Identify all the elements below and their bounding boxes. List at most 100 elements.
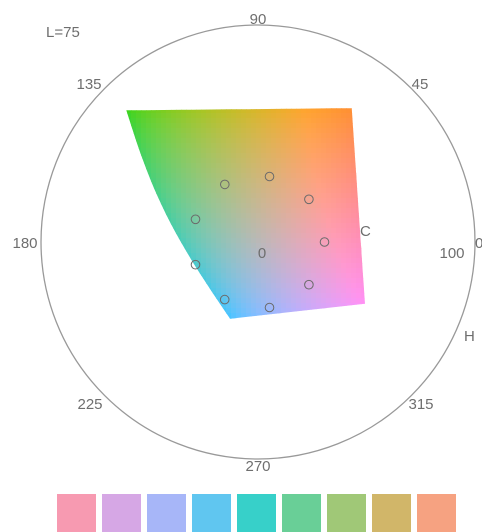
color-plane-cell bbox=[196, 233, 202, 239]
color-plane-cell bbox=[331, 203, 337, 209]
color-plane-cell bbox=[126, 308, 132, 314]
color-plane-cell bbox=[321, 263, 327, 269]
color-plane-cell bbox=[306, 213, 312, 219]
color-plane-cell bbox=[336, 188, 342, 194]
color-plane-cell bbox=[286, 243, 292, 249]
color-plane-cell bbox=[346, 188, 352, 194]
color-plane-cell bbox=[126, 248, 132, 254]
color-plane-cell bbox=[266, 278, 272, 284]
color-plane-cell bbox=[301, 243, 307, 249]
color-plane-cell bbox=[171, 308, 177, 314]
color-plane-cell bbox=[226, 208, 232, 214]
color-plane-cell bbox=[201, 113, 207, 119]
color-plane-cell bbox=[266, 163, 272, 169]
color-plane-cell bbox=[191, 183, 197, 189]
color-plane-cell bbox=[361, 208, 365, 214]
color-plane-cell bbox=[301, 268, 307, 274]
color-plane-cell bbox=[146, 163, 152, 169]
color-plane-cell bbox=[276, 123, 282, 129]
color-plane-cell bbox=[241, 303, 247, 309]
color-plane-cell bbox=[221, 278, 227, 284]
color-plane-cell bbox=[136, 193, 142, 199]
color-plane-cell bbox=[286, 138, 292, 144]
color-plane-cell bbox=[311, 143, 317, 149]
color-plane-cell bbox=[316, 198, 322, 204]
color-plane-cell bbox=[186, 218, 192, 224]
color-plane-cell bbox=[281, 143, 287, 149]
color-plane-cell bbox=[341, 178, 347, 184]
color-plane-cell bbox=[346, 203, 352, 209]
color-plane-cell bbox=[261, 163, 267, 169]
color-plane-cell bbox=[296, 198, 302, 204]
color-plane-cell bbox=[156, 133, 162, 139]
color-plane-cell bbox=[231, 288, 237, 294]
color-plane-cell bbox=[291, 308, 297, 314]
color-plane-cell bbox=[216, 293, 222, 299]
color-plane-cell bbox=[161, 128, 167, 134]
color-plane-cell bbox=[126, 253, 132, 259]
color-plane-cell bbox=[351, 263, 357, 269]
color-plane-cell bbox=[226, 243, 232, 249]
color-plane-cell bbox=[356, 303, 362, 309]
color-plane-cell bbox=[341, 253, 347, 259]
color-plane-cell bbox=[191, 313, 197, 319]
color-plane-cell bbox=[306, 223, 312, 229]
color-plane-cell bbox=[351, 183, 357, 189]
color-plane-cell bbox=[281, 253, 287, 259]
color-plane-cell bbox=[306, 313, 312, 319]
color-plane-cell bbox=[341, 288, 347, 294]
color-plane-cell bbox=[256, 238, 262, 244]
color-plane-cell bbox=[236, 283, 242, 289]
color-plane-cell bbox=[136, 268, 142, 274]
color-plane-cell bbox=[321, 158, 327, 164]
color-plane-cell bbox=[241, 178, 247, 184]
color-plane-cell bbox=[166, 108, 172, 114]
color-plane-cell bbox=[161, 298, 167, 304]
color-plane-cell bbox=[141, 148, 147, 154]
color-plane-cell bbox=[141, 303, 147, 309]
color-plane-cell bbox=[331, 253, 337, 259]
color-plane-cell bbox=[321, 303, 327, 309]
color-plane-cell bbox=[171, 158, 177, 164]
color-plane-cell bbox=[186, 188, 192, 194]
color-plane-cell bbox=[276, 133, 282, 139]
color-plane-cell bbox=[296, 233, 302, 239]
color-plane-cell bbox=[246, 213, 252, 219]
color-plane-cell bbox=[291, 238, 297, 244]
color-plane-cell bbox=[211, 188, 217, 194]
color-plane-cell bbox=[191, 158, 197, 164]
color-plane-cell bbox=[166, 278, 172, 284]
color-plane-cell bbox=[326, 188, 332, 194]
color-plane-cell bbox=[326, 158, 332, 164]
color-plane-cell bbox=[156, 308, 162, 314]
color-plane-cell bbox=[156, 203, 162, 209]
color-plane-cell bbox=[296, 123, 302, 129]
color-plane-cell bbox=[271, 203, 277, 209]
color-plane-cell bbox=[126, 198, 132, 204]
color-plane-cell bbox=[321, 143, 327, 149]
color-plane-cell bbox=[316, 118, 322, 124]
color-plane-cell bbox=[351, 288, 357, 294]
color-plane-cell bbox=[291, 133, 297, 139]
color-plane-cell bbox=[186, 208, 192, 214]
color-plane-cell bbox=[191, 308, 197, 314]
color-plane-cell bbox=[301, 123, 307, 129]
color-plane-cell bbox=[321, 178, 327, 184]
color-plane-cell bbox=[236, 218, 242, 224]
color-plane-cell bbox=[161, 293, 167, 299]
color-plane-cell bbox=[131, 253, 137, 259]
color-plane-cell bbox=[321, 208, 327, 214]
color-plane-cell bbox=[296, 228, 302, 234]
color-plane-cell bbox=[306, 263, 312, 269]
color-plane-cell bbox=[336, 298, 342, 304]
color-plane-cell bbox=[136, 278, 142, 284]
color-plane-cell bbox=[346, 208, 352, 214]
color-plane-cell bbox=[311, 193, 317, 199]
color-plane-cell bbox=[301, 273, 307, 279]
color-plane-cell bbox=[206, 168, 212, 174]
color-plane-cell bbox=[171, 138, 177, 144]
color-plane-cell bbox=[176, 188, 182, 194]
color-plane-cell bbox=[356, 273, 362, 279]
color-plane-cell bbox=[341, 118, 347, 124]
color-plane-cell bbox=[341, 158, 347, 164]
